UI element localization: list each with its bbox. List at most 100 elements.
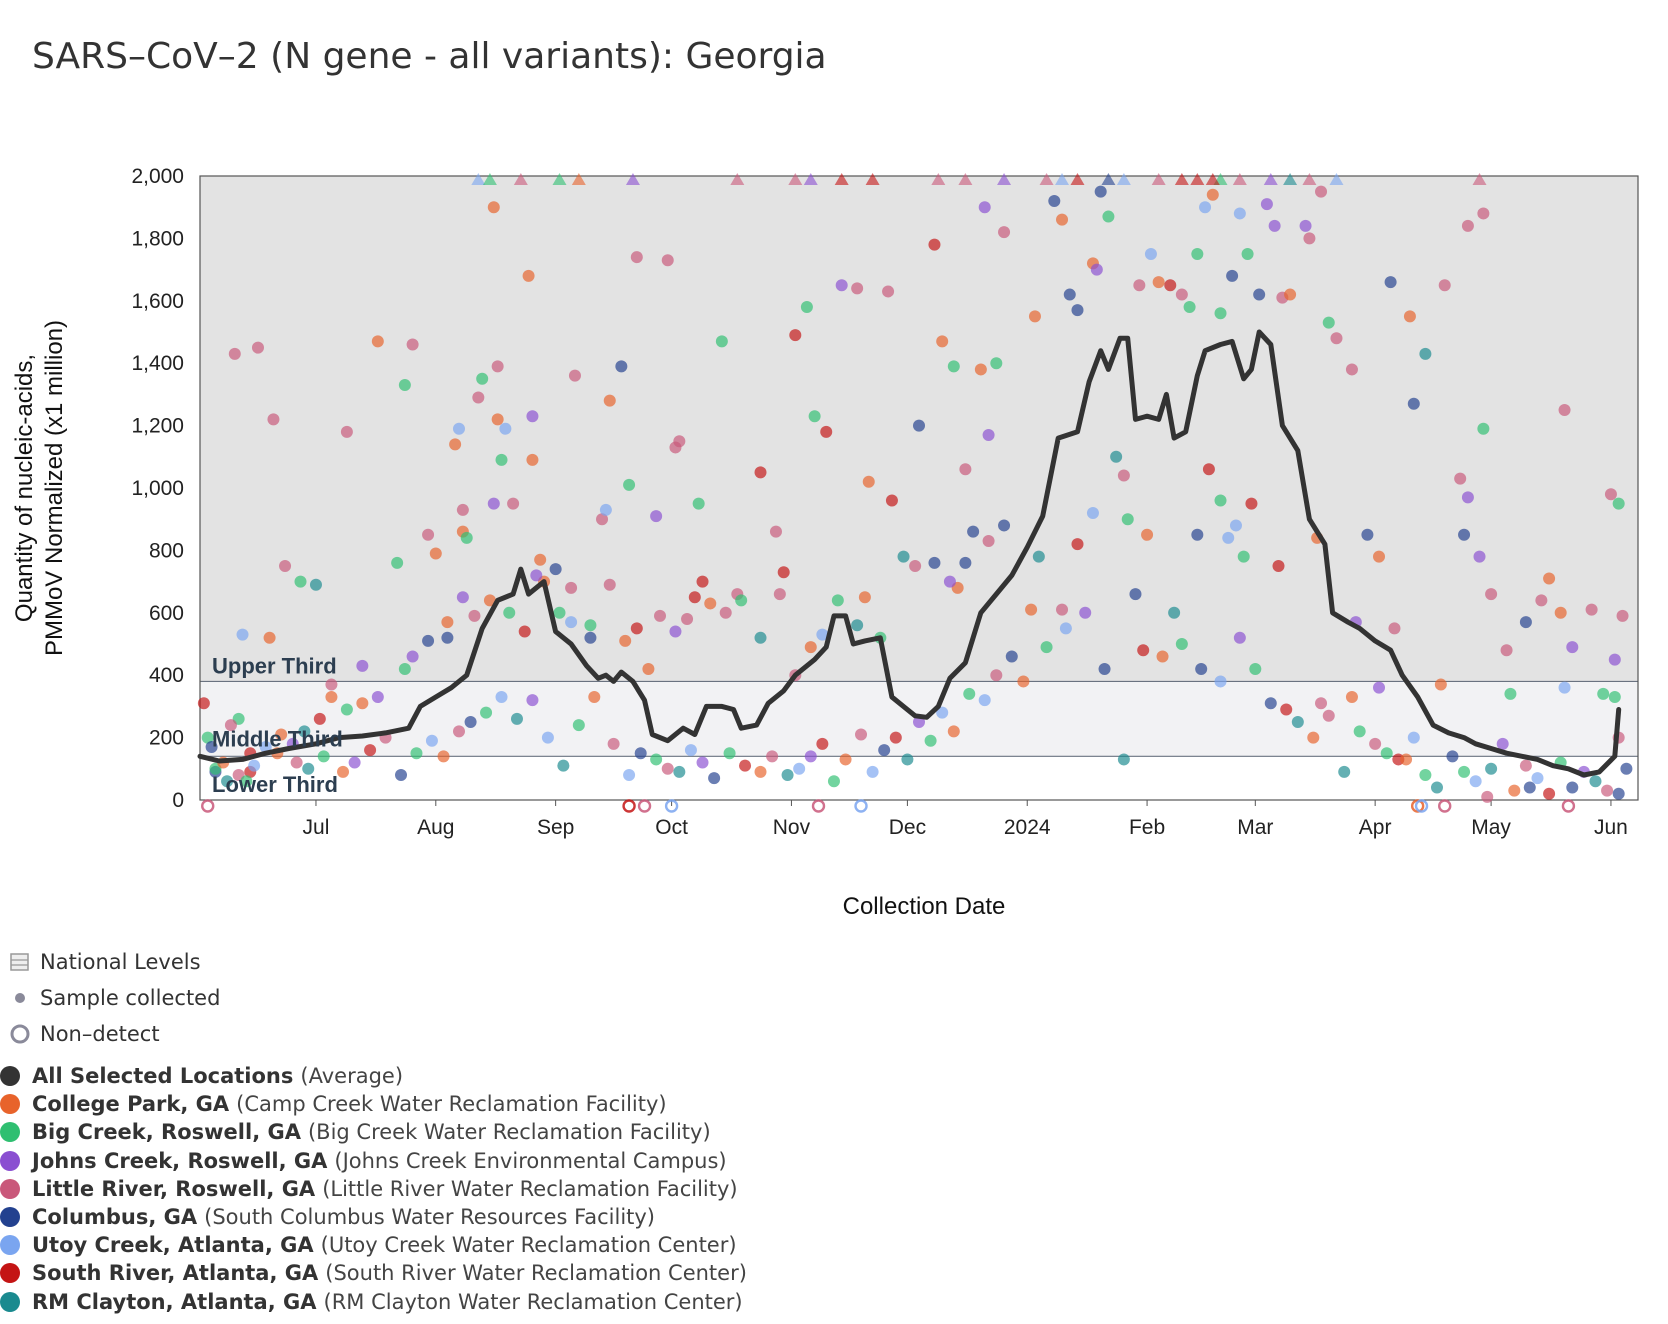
sample-point [924, 734, 937, 747]
over-range-marker [571, 173, 586, 185]
sample-point [947, 360, 960, 373]
site-name: South River, Atlanta, GA [32, 1261, 319, 1286]
sample-point [654, 609, 667, 622]
sample-point [1361, 528, 1374, 541]
national-levels-icon [0, 953, 40, 971]
sample-point [897, 550, 910, 563]
sample-point [391, 556, 404, 569]
sample-point [495, 453, 508, 466]
sample-point [754, 765, 767, 778]
sample-point [816, 737, 829, 750]
non-detect-point [811, 799, 826, 813]
sample-point [623, 478, 636, 491]
sample-point [1280, 703, 1293, 716]
sample-point [820, 425, 833, 438]
over-range-marker [997, 173, 1012, 185]
sample-point [990, 669, 1003, 682]
sample-point [1616, 609, 1629, 622]
sample-point [1566, 641, 1579, 654]
x-tick-label: Dec [889, 816, 926, 839]
sample-point [1322, 316, 1335, 329]
sample-point [882, 285, 895, 298]
sample-point [406, 650, 419, 663]
legend-sample-collected[interactable]: Sample collected [0, 980, 747, 1016]
non-detect-ring-icon [0, 1023, 40, 1045]
over-range-marker [1174, 173, 1189, 185]
sample-point [337, 765, 350, 778]
sample-point [313, 712, 326, 725]
sample-point [1156, 650, 1169, 663]
sample-point [487, 497, 500, 510]
sample-point [1299, 219, 1312, 232]
sample-point [1303, 232, 1316, 245]
sample-point [1477, 207, 1490, 220]
sample-point [936, 335, 949, 348]
y-tick-label: 600 [149, 602, 184, 625]
sample-point [1535, 594, 1548, 607]
sample-point [1191, 248, 1204, 260]
sample-point [364, 744, 377, 757]
sample-point [541, 731, 554, 744]
x-tick-label: Jul [303, 816, 330, 839]
legend-site-item[interactable]: Little River, Roswell, GA (Little River W… [0, 1175, 747, 1203]
sample-point [422, 528, 435, 541]
over-range-marker [552, 173, 567, 185]
sample-point [1090, 263, 1103, 276]
site-facility: (Camp Creek Water Reclamation Facility) [236, 1092, 667, 1117]
sample-point [1458, 765, 1471, 778]
sample-point [1214, 307, 1227, 320]
sample-point [240, 775, 253, 788]
sample-point [1048, 194, 1061, 207]
over-range-marker [834, 173, 849, 185]
legend-site-item[interactable]: Columbus, GA (South Columbus Water Resour… [0, 1203, 747, 1231]
sample-point [1380, 747, 1393, 760]
over-range-marker [1070, 173, 1085, 185]
sample-point [1268, 219, 1281, 232]
y-tick-label: 1,400 [131, 352, 184, 375]
sample-point [808, 410, 821, 423]
over-range-marker [471, 173, 486, 185]
legend-site-item[interactable]: Johns Creek, Roswell, GA (Johns Creek Env… [0, 1147, 747, 1175]
sample-point [804, 641, 817, 654]
sample-point [800, 301, 813, 314]
legend-average[interactable]: All Selected Locations (Average) [0, 1062, 747, 1090]
legend-site-item[interactable]: RM Clayton, Atlanta, GA (RM Clayton Water… [0, 1288, 747, 1316]
sample-point [483, 594, 496, 607]
sample-point [1264, 697, 1277, 710]
sample-point [1504, 687, 1517, 700]
sample-point [371, 691, 384, 704]
sample-point [1481, 790, 1494, 803]
over-range-marker [1283, 173, 1298, 185]
sample-point [530, 569, 543, 582]
legend-non-detect[interactable]: Non–detect [0, 1016, 747, 1052]
legend-site-item[interactable]: College Park, GA (Camp Creek Water Reclam… [0, 1090, 747, 1118]
x-tick-label: 2024 [1004, 816, 1051, 839]
sample-point [584, 631, 597, 644]
sample-point [816, 628, 829, 641]
legend-national-levels[interactable]: National Levels [0, 944, 747, 980]
sample-point [356, 697, 369, 710]
sample-point [696, 756, 709, 769]
sample-point [688, 591, 701, 604]
legend-site-item[interactable]: Utoy Creek, Atlanta, GA (Utoy Creek Water… [0, 1231, 747, 1259]
sample-point [831, 594, 844, 607]
sample-dot-icon [0, 992, 40, 1004]
legend-site-item[interactable]: Big Creek, Roswell, GA (Big Creek Water R… [0, 1118, 747, 1146]
legend-site-item[interactable]: South River, Atlanta, GA (South River Wat… [0, 1259, 747, 1287]
sample-point [441, 616, 454, 629]
sample-point [1373, 681, 1386, 694]
sample-point [371, 335, 384, 348]
y-tick-label: 1,600 [131, 290, 184, 313]
sample-point [290, 756, 303, 769]
sample-point [1322, 709, 1335, 722]
sample-point [1222, 531, 1235, 544]
sample-point [449, 438, 462, 451]
sample-point [1407, 731, 1420, 744]
sample-point [410, 747, 423, 760]
site-color-dot-icon [0, 1263, 20, 1284]
sample-point [251, 341, 264, 354]
x-tick-label: Mar [1237, 816, 1273, 839]
sample-point [340, 703, 353, 716]
sample-point [623, 769, 636, 782]
sample-point [356, 659, 369, 672]
